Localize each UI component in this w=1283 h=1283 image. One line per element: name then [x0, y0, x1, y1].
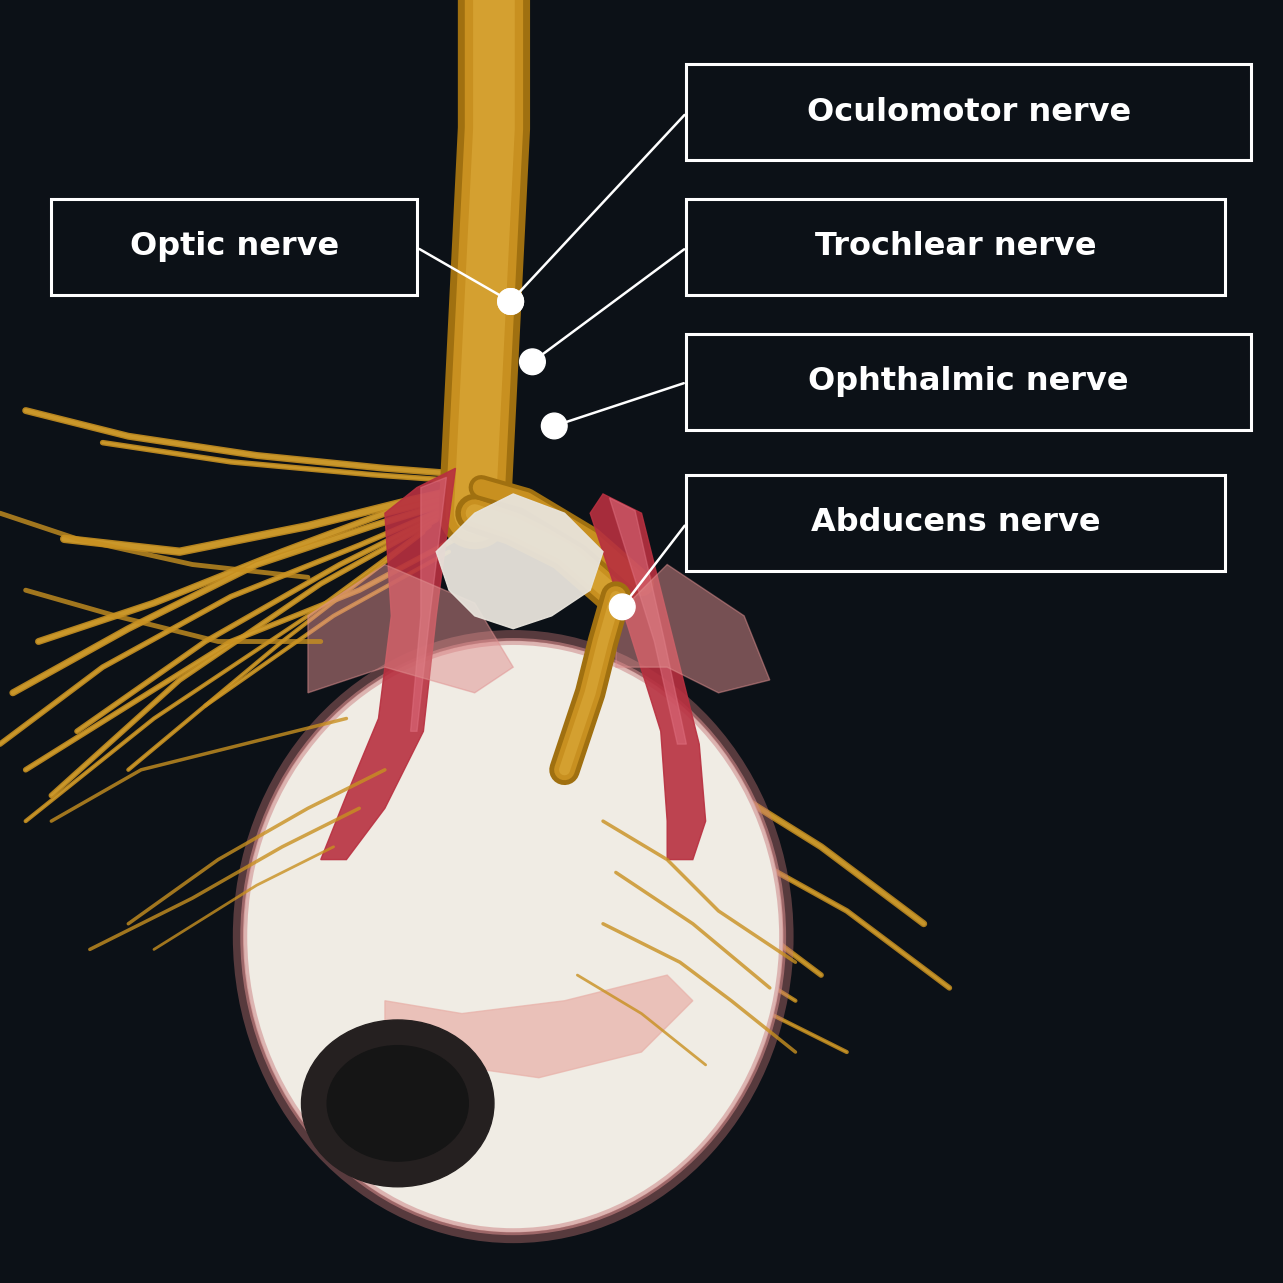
FancyBboxPatch shape — [686, 334, 1251, 430]
FancyBboxPatch shape — [51, 199, 417, 295]
Polygon shape — [321, 468, 455, 860]
FancyBboxPatch shape — [686, 64, 1251, 160]
FancyBboxPatch shape — [686, 199, 1225, 295]
Text: Abducens nerve: Abducens nerve — [811, 507, 1101, 539]
Circle shape — [498, 289, 523, 314]
Text: Trochlear nerve: Trochlear nerve — [815, 231, 1097, 263]
Polygon shape — [609, 498, 686, 744]
Polygon shape — [308, 565, 513, 693]
Ellipse shape — [244, 642, 783, 1232]
Ellipse shape — [327, 1046, 468, 1161]
Text: Ophthalmic nerve: Ophthalmic nerve — [808, 366, 1129, 398]
Text: Optic nerve: Optic nerve — [130, 231, 339, 263]
Polygon shape — [616, 565, 770, 693]
Circle shape — [541, 413, 567, 439]
Text: Oculomotor nerve: Oculomotor nerve — [807, 96, 1130, 128]
FancyBboxPatch shape — [686, 475, 1225, 571]
Polygon shape — [436, 494, 603, 629]
Circle shape — [609, 594, 635, 620]
Polygon shape — [590, 494, 706, 860]
Circle shape — [498, 289, 523, 314]
Polygon shape — [385, 975, 693, 1078]
Polygon shape — [411, 477, 446, 731]
Circle shape — [520, 349, 545, 375]
Ellipse shape — [302, 1020, 494, 1187]
